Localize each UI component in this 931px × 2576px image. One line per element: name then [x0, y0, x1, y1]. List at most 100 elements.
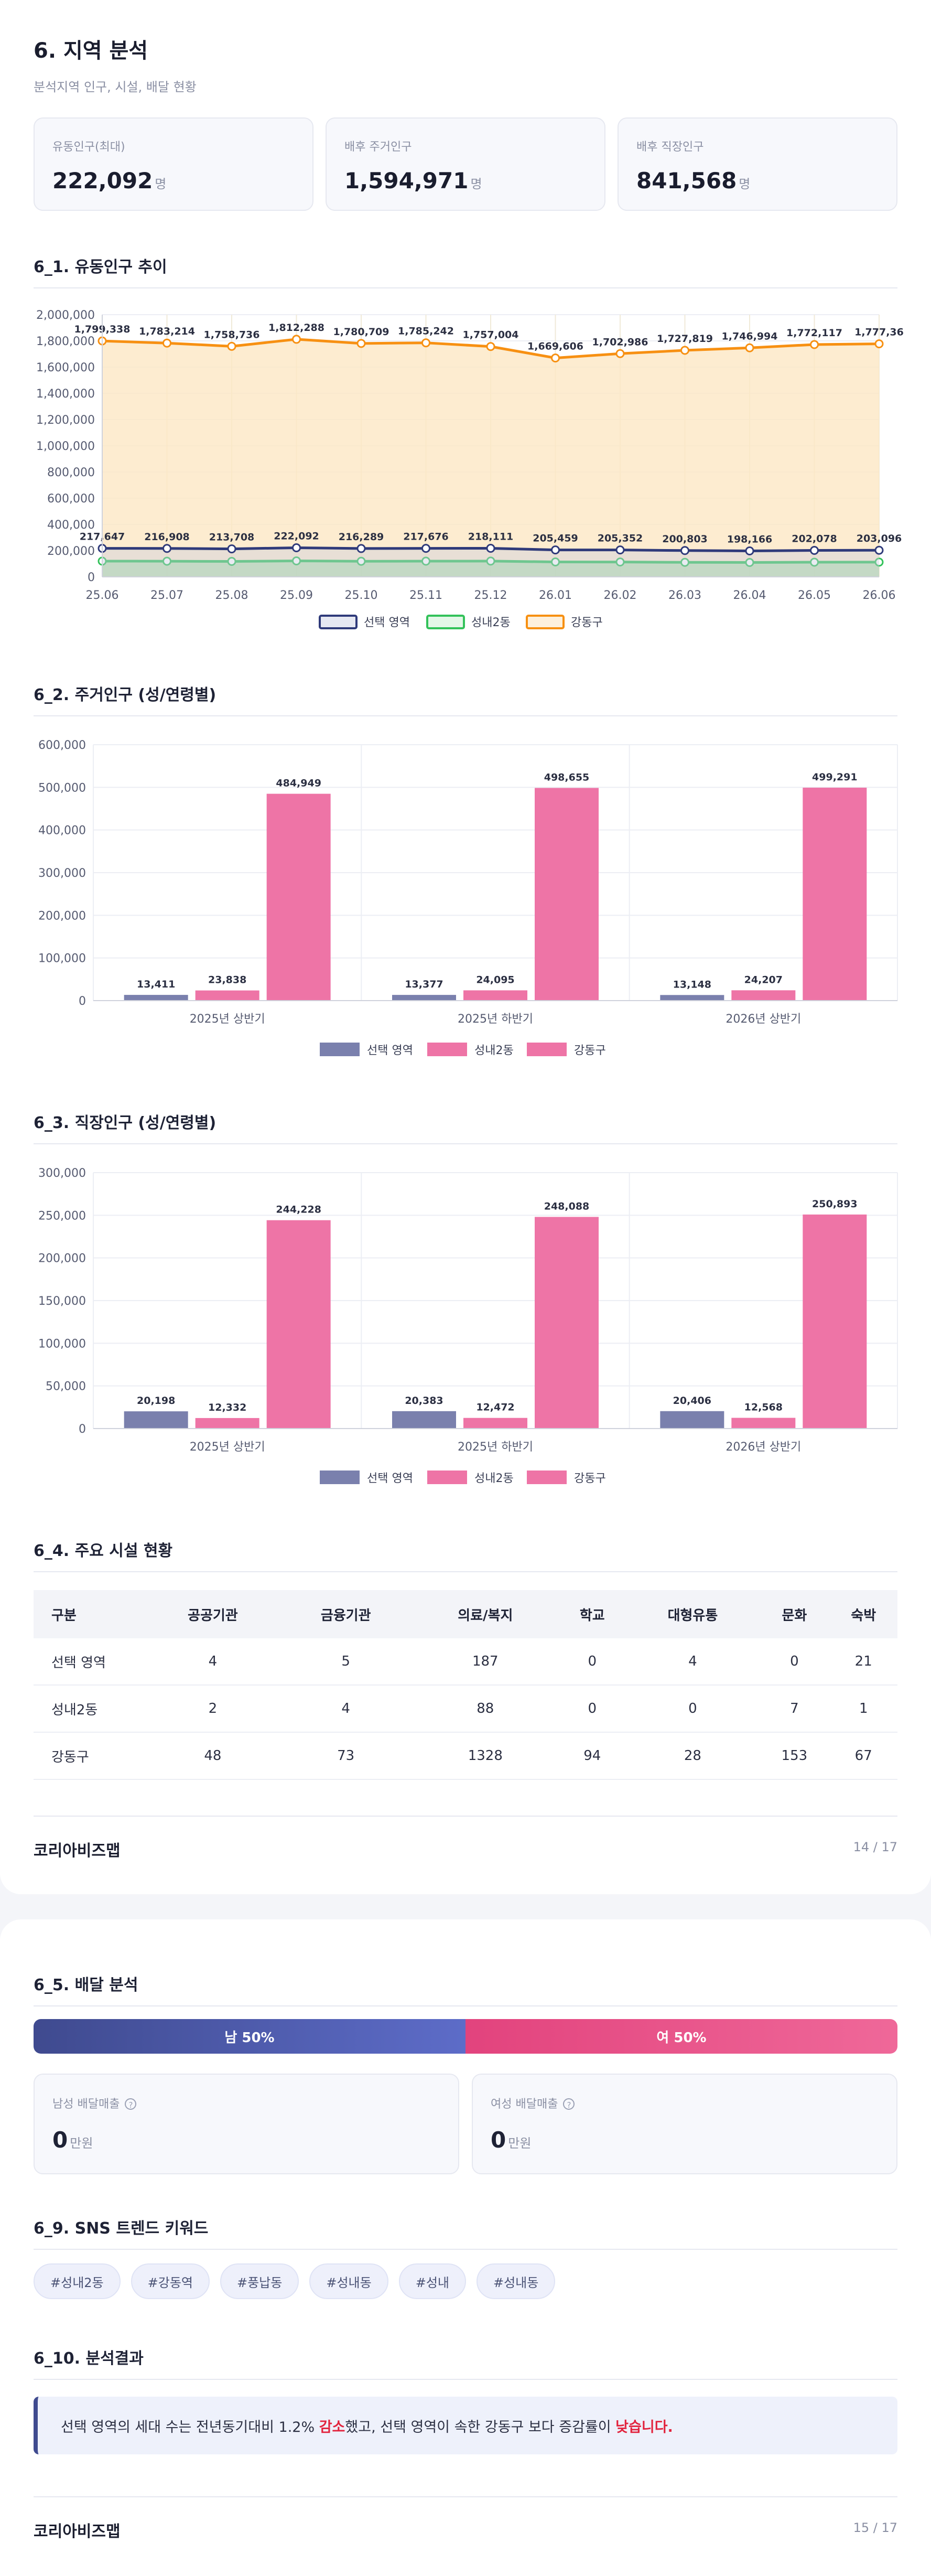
data-label: 217,676: [403, 531, 449, 543]
stat-card-workplace: 배후 직장인구 841,568 명: [618, 117, 897, 211]
table-cell: 67: [829, 1732, 897, 1780]
data-point: [486, 342, 495, 351]
stat-label: 유동인구(최대): [52, 141, 125, 154]
data-label: 203,096: [857, 533, 902, 544]
x-tick-label: 26.02: [604, 589, 637, 602]
report-page-15: 6_5. 배달 분석 남 50% 여 50% 남성 배달매출? 0 만원 여성 배…: [0, 1919, 931, 2576]
table-cell: 48: [146, 1732, 279, 1780]
data-point: [356, 556, 366, 566]
x-tick-label: 25.08: [215, 589, 248, 602]
keyword-tag[interactable]: #강동역: [131, 2263, 210, 2299]
x-tick-label: 2025년 하반기: [458, 1441, 533, 1454]
y-tick-label: 100,000: [38, 952, 86, 965]
section-title-result: 6_10. 분석결과: [34, 2345, 897, 2380]
female-ratio-segment: 여 50%: [465, 2019, 897, 2054]
keyword-tag[interactable]: #성내: [398, 2263, 466, 2299]
data-point: [874, 545, 884, 555]
data-label: 498,655: [544, 771, 590, 783]
data-point: [163, 338, 171, 348]
bar: [660, 995, 724, 1001]
stat-label: 배후 직장인구: [636, 141, 704, 154]
legend-label: 선택 영역: [367, 1044, 413, 1057]
x-tick-label: 26.06: [863, 589, 896, 602]
y-tick-label: 300,000: [38, 1167, 86, 1180]
data-point: [551, 353, 560, 363]
data-label: 12,472: [476, 1402, 514, 1413]
section-title-delivery: 6_5. 배달 분석: [34, 1972, 897, 2006]
y-tick-label: 0: [88, 571, 95, 584]
keyword-tag[interactable]: #성내동: [476, 2263, 556, 2299]
legend-label: 강동구: [574, 1044, 606, 1057]
bar: [195, 1418, 259, 1429]
legend-swatch: [426, 615, 465, 629]
table-header-cell: 금융기관: [279, 1590, 413, 1638]
x-tick-label: 2025년 상반기: [190, 1013, 265, 1026]
female-delivery-card: 여성 배달매출? 0 만원: [472, 2074, 897, 2174]
data-point: [551, 545, 560, 555]
table-row: 선택 영역 4 5 187 0 4 0 21: [34, 1638, 897, 1686]
x-tick-label: 26.01: [539, 589, 572, 602]
data-label: 213,708: [209, 532, 255, 543]
card-value: 0 만원: [491, 2127, 532, 2153]
table-header-row: 구분 공공기관 금융기관 의료/복지 학교 대형유통 문화 숙박: [34, 1590, 897, 1638]
data-label: 23,838: [208, 974, 246, 986]
y-tick-label: 400,000: [38, 824, 86, 838]
data-label: 198,166: [727, 533, 773, 545]
x-tick-label: 2026년 상반기: [726, 1013, 801, 1026]
legend-swatch: [527, 1043, 567, 1056]
data-label: 1,783,214: [139, 326, 195, 337]
section-title-facilities: 6_4. 주요 시설 현황: [34, 1538, 897, 1572]
data-point: [421, 544, 430, 553]
data-label: 20,383: [405, 1395, 443, 1407]
floating-population-chart: 0 200,000 400,000 600,000 800,000 1,000,000 1,…: [36, 309, 904, 629]
keyword-tag[interactable]: #성내동: [309, 2263, 388, 2299]
footer-brand: 코리아비즈맵: [34, 1842, 121, 1860]
table-row: 성내2동 2 4 88 0 0 7 1: [34, 1685, 897, 1733]
data-point: [680, 546, 689, 555]
data-label: 1,727,819: [657, 333, 713, 345]
data-point: [745, 343, 754, 352]
data-label: 216,289: [339, 531, 384, 543]
data-label: 499,291: [812, 771, 858, 783]
keyword-tag[interactable]: #풍납동: [220, 2263, 299, 2299]
result-text: 선택 영역의 세대 수는 전년동기대비 1.2% 감소했고, 선택 영역이 속한…: [61, 2419, 673, 2435]
data-point: [615, 545, 625, 555]
facilities-table: 구분 공공기관 금융기관 의료/복지 학교 대형유통 문화 숙박 선택 영역 4 5 187 0 4 0 2…: [34, 1590, 897, 1780]
bar: [124, 1411, 188, 1429]
table-header-cell: 숙박: [829, 1590, 897, 1638]
y-tick-label: 50,000: [46, 1380, 86, 1393]
legend-label: 강동구: [571, 616, 603, 629]
y-tick-label: 0: [79, 995, 86, 1008]
table-cell: 94: [558, 1732, 626, 1780]
data-point: [163, 556, 171, 566]
help-icon[interactable]: ?: [125, 2098, 137, 2110]
stat-value: 1,594,971 명: [344, 168, 482, 194]
table-cell: 4: [279, 1685, 413, 1733]
data-point: [227, 544, 236, 554]
male-ratio-segment: 남 50%: [34, 2019, 465, 2054]
y-tick-label: 1,600,000: [36, 361, 95, 374]
data-label: 1,758,736: [204, 329, 260, 340]
table-cell: 28: [626, 1732, 760, 1780]
bar: [803, 787, 867, 1001]
data-label: 13,411: [137, 979, 175, 990]
data-point: [680, 557, 689, 567]
bar: [266, 793, 331, 1001]
table-cell: 187: [412, 1638, 559, 1686]
stat-label: 배후 주거인구: [344, 141, 412, 154]
table-cell: 0: [558, 1638, 626, 1686]
table-cell: 153: [759, 1732, 830, 1780]
table-cell: 성내2동: [34, 1685, 146, 1733]
legend-label: 성내2동: [474, 1472, 514, 1485]
y-tick-label: 600,000: [47, 492, 95, 506]
data-label: 1,772,117: [786, 327, 842, 339]
y-tick-label: 200,000: [38, 1252, 86, 1265]
data-label: 1,785,242: [398, 326, 454, 337]
gender-ratio-bar: 남 50% 여 50%: [34, 2019, 897, 2054]
keyword-tag[interactable]: #성내2동: [34, 2263, 121, 2299]
data-label: 1,780,709: [333, 326, 389, 338]
help-icon[interactable]: ?: [563, 2098, 575, 2110]
table-header-cell: 구분: [34, 1590, 146, 1638]
report-page-14: 6. 지역 분석 분석지역 인구, 시설, 배달 현황 유동인구(최대) 222…: [0, 0, 931, 1894]
data-label: 205,352: [598, 533, 643, 544]
